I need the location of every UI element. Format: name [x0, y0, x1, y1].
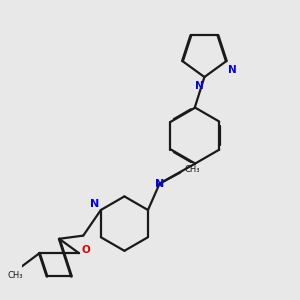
Text: CH₃: CH₃: [8, 272, 23, 280]
Text: N: N: [90, 199, 99, 208]
Text: N: N: [228, 65, 236, 75]
Text: N: N: [195, 81, 204, 91]
Text: CH₃: CH₃: [184, 165, 200, 174]
Text: O: O: [82, 245, 90, 255]
Text: N: N: [155, 178, 164, 189]
